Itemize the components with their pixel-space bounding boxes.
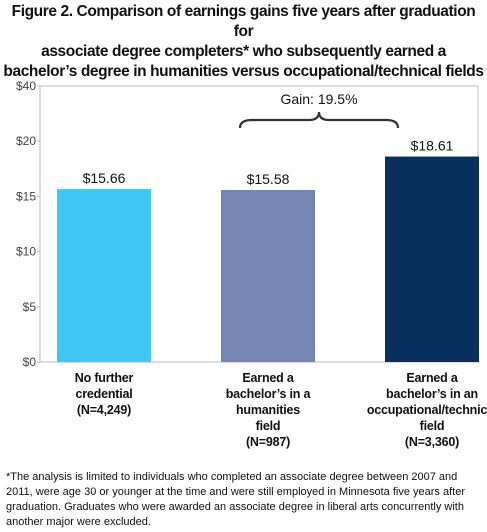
y-tick-label: $15 — [16, 189, 36, 203]
value-label: $15.66 — [83, 170, 126, 186]
value-label: $15.58 — [247, 171, 290, 187]
y-tick-label: $40 — [16, 79, 36, 93]
x-tick-label: Earned a bachelor’s in a humanities fiel… — [225, 371, 311, 449]
annotation: Gain: 19.5% — [280, 91, 357, 107]
bar — [221, 189, 315, 362]
y-tick-label: $0 — [23, 355, 37, 369]
chart-title: Figure 2. Comparison of earnings gains f… — [3, 3, 484, 80]
value-label: $18.61 — [411, 138, 454, 154]
x-tick-label: No further credential (N=4,249) — [74, 371, 134, 417]
bar — [57, 189, 151, 362]
brace — [238, 111, 400, 129]
footnote: *The analysis is limited to individuals … — [6, 471, 465, 528]
y-tick-label: $5 — [23, 300, 37, 314]
x-tick-label: Earned a bachelor’s in an occupational/t… — [366, 371, 487, 449]
bar — [385, 156, 479, 362]
y-tick-label: $20 — [16, 134, 36, 148]
y-tick-label: $10 — [16, 245, 36, 259]
